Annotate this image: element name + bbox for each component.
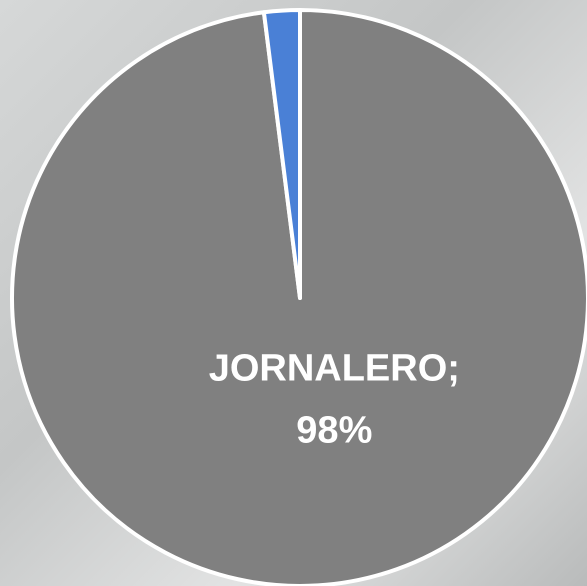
pie-slice bbox=[261, 8, 302, 300]
slice-label: JORNALERO; bbox=[209, 348, 460, 390]
value-label: 98% bbox=[296, 410, 372, 452]
